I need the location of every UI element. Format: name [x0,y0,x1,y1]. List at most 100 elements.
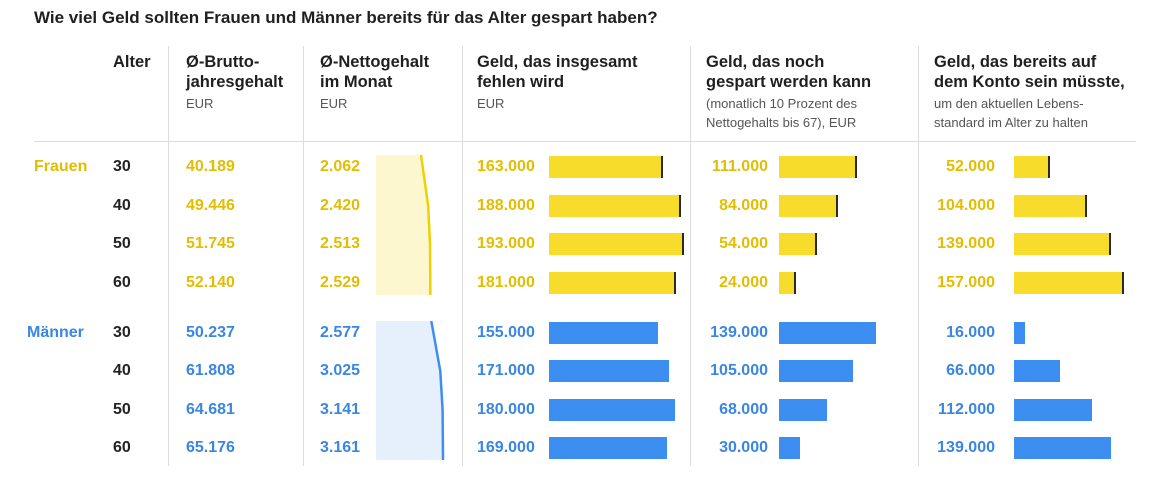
netto-area-maenner [376,321,443,460]
brutto-value: 49.446 [186,197,235,214]
age-cell: 50 [113,401,131,418]
fehlen-value: 163.000 [477,158,535,175]
fehlen-value: 181.000 [477,274,535,291]
netto-value: 2.529 [320,274,361,291]
gespart-value: 84.000 [719,197,768,214]
konto-bar-end [1084,195,1087,217]
header-netto-label: Ø-Nettogehalt im Monat [320,53,430,91]
konto-value: 157.000 [937,274,995,291]
fehlen-bar [549,360,669,382]
age-cell: 60 [113,439,131,456]
header-fehlen: Geld, das insgesamt fehlen wird EUR [477,52,637,113]
konto-value: 16.000 [946,324,995,341]
header-fehlen-unit: EUR [477,96,505,111]
konto-value: 112.000 [938,401,995,418]
header-brutto-label: Ø-Brutto- jahresgehalt [186,53,284,91]
group-label-frauen: Frauen [34,158,88,175]
age-cell: 40 [113,197,131,214]
gespart-bar-end [835,195,838,217]
gespart-bar [779,156,857,178]
fehlen-value: 155.000 [477,324,535,341]
netto-value: 2.577 [320,324,361,341]
netto-value: 2.513 [320,235,361,252]
fehlen-value: 171.000 [477,362,535,379]
brutto-value: 40.189 [186,158,235,175]
gespart-bar [779,195,838,217]
netto-value: 3.161 [320,439,361,456]
header-brutto-unit: EUR [186,96,214,111]
netto-area-frauen [376,155,431,295]
column-divider [303,46,304,466]
age-cell: 50 [113,235,131,252]
column-divider [168,46,169,466]
header-alter: Alter [113,52,151,72]
konto-value: 139.000 [937,439,995,456]
netto-value: 2.062 [320,158,361,175]
gespart-bar-end [814,233,817,255]
fehlen-bar [549,195,681,217]
header-konto-label: Geld, das bereits auf dem Konto sein müs… [934,53,1125,91]
gespart-bar-end [793,272,796,294]
konto-bar [1014,233,1112,255]
fehlen-bar [549,233,685,255]
brutto-value: 64.681 [186,401,235,418]
brutto-value: 65.176 [186,439,235,456]
gespart-bar [779,437,800,459]
column-divider [462,46,463,466]
gespart-value: 54.000 [719,235,768,252]
age-cell: 40 [113,362,131,379]
fehlen-bar-end [678,195,681,217]
header-brutto: Ø-Brutto- jahresgehalt EUR [186,52,283,113]
fehlen-value: 180.000 [477,401,535,418]
konto-bar [1014,195,1087,217]
brutto-value: 51.745 [186,235,235,252]
gespart-value: 111.000 [711,158,768,175]
gespart-value: 30.000 [719,439,768,456]
konto-bar-end [1121,272,1124,294]
fehlen-bar-end [682,233,685,255]
header-gespart-label: Geld, das noch gespart werden kann [706,53,872,91]
fehlen-bar [549,322,658,344]
fehlen-bar [549,156,664,178]
brutto-value: 52.140 [186,274,235,291]
fehlen-value: 188.000 [477,197,535,214]
column-divider [918,46,919,466]
konto-bar [1014,399,1093,421]
konto-value: 66.000 [946,362,995,379]
gespart-value: 139.000 [710,324,768,341]
age-cell: 60 [113,274,131,291]
konto-bar [1014,272,1124,294]
gespart-bar [779,399,827,421]
column-divider [690,46,691,466]
header-netto-unit: EUR [320,96,348,111]
age-cell: 30 [113,158,131,175]
header-konto-sub: um den aktuellen Lebens- standard im Alt… [934,96,1088,130]
header-konto: Geld, das bereits auf dem Konto sein müs… [934,52,1125,132]
konto-bar-end [1048,156,1051,178]
brutto-value: 61.808 [186,362,235,379]
gespart-bar-end [854,156,857,178]
konto-bar [1014,437,1112,459]
konto-bar-end [1109,233,1112,255]
age-cell: 30 [113,324,131,341]
fehlen-value: 169.000 [477,439,535,456]
gespart-value: 68.000 [719,401,768,418]
header-fehlen-label: Geld, das insgesamt fehlen wird [477,53,638,91]
chart-title: Wie viel Geld sollten Frauen und Männer … [34,8,658,27]
header-gespart: Geld, das noch gespart werden kann (monat… [706,52,871,132]
header-gespart-sub: (monatlich 10 Prozent des Nettogehalts b… [706,96,858,130]
gespart-bar [779,272,796,294]
header-divider [34,141,1136,142]
netto-line-maenner [430,321,445,460]
netto-trend-maenner [376,321,445,460]
gespart-bar [779,233,817,255]
fehlen-bar [549,399,675,421]
gespart-value: 24.000 [719,274,768,291]
konto-bar [1014,156,1051,178]
konto-bar [1014,322,1026,344]
netto-trend-frauen [376,155,432,295]
group-label-maenner: Männer [27,324,84,341]
fehlen-value: 193.000 [477,235,535,252]
konto-value: 139.000 [937,235,995,252]
netto-value: 3.025 [320,362,361,379]
